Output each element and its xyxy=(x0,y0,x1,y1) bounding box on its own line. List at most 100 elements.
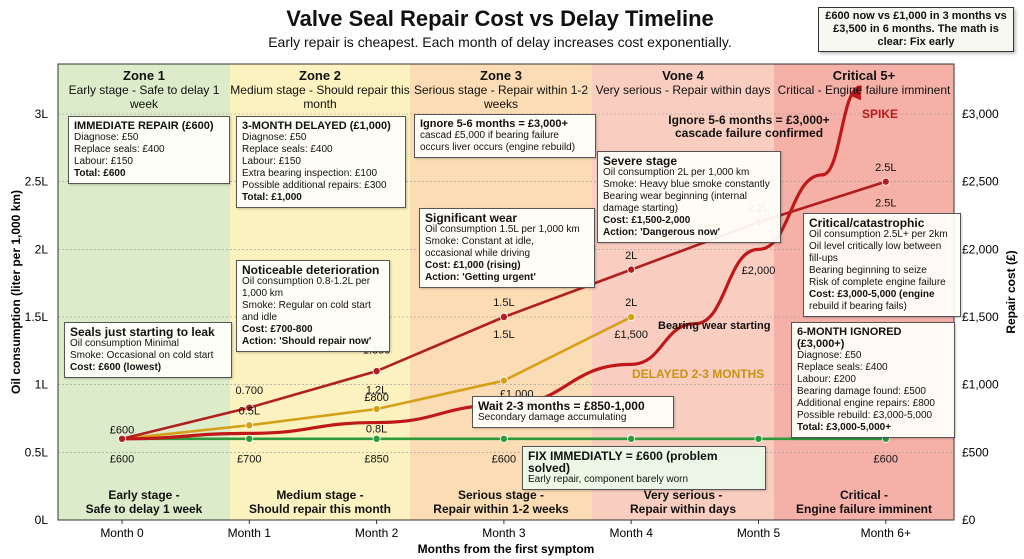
critical-title: Critical/catastrophic xyxy=(809,216,925,230)
severe-line-4: damage starting) xyxy=(603,203,679,214)
x-tick-label: Month 2 xyxy=(355,526,399,540)
critical-line-1: Oil consumption 2.5L+ per 2km xyxy=(809,229,948,240)
summary-callout: £600 now vs £1,000 in 3 months vs £3,500… xyxy=(818,7,1014,52)
delayed-3-title: 3-MONTH DELAYED (£1,000) xyxy=(242,120,391,132)
noticeable-title: Noticeable deterioration xyxy=(242,263,380,277)
noticeable-box: Noticeable deterioration Oil consumption… xyxy=(236,260,390,352)
severe-title: Severe stage xyxy=(603,154,678,168)
spike-label: SPIKE xyxy=(862,107,899,121)
x-tick-label: Month 4 xyxy=(610,526,654,540)
ignore-red-line-2: cascade failure confirmed xyxy=(674,126,824,140)
delayed-3-line-4: Extra bearing inspection: £100 xyxy=(242,168,378,179)
ignored-6-line-3: Labour: £200 xyxy=(797,374,856,385)
series-2-point xyxy=(627,265,636,274)
point-label: 0.5L xyxy=(239,405,260,417)
y-left-tick-label: 1.5L xyxy=(25,310,49,324)
significant-action: Action: 'Getting urgent' xyxy=(425,272,536,283)
significant-cost: Cost: £1,000 (rising) xyxy=(425,260,521,271)
critical-box: Critical/catastrophic Oil consumption 2.… xyxy=(803,213,961,317)
zone-1-foot-line2: Safe to delay 1 week xyxy=(85,502,203,516)
point-label: 2.5L xyxy=(875,198,896,210)
severe-stage-box: Severe stage Oil consumption 2L per 1,00… xyxy=(597,151,781,243)
wait-2-3-box: Wait 2-3 months = £850-1,000 Secondary d… xyxy=(472,396,674,428)
series-2-point xyxy=(118,434,127,443)
delayed-3-total: Total: £1,000 xyxy=(242,192,302,203)
point-label: 1.2L xyxy=(366,384,387,396)
immediate-line-3: Labour: £150 xyxy=(74,156,133,167)
series-2-point xyxy=(245,403,254,412)
y-right-tick-label: £0 xyxy=(962,513,976,527)
severe-action: Action: 'Dangerous now' xyxy=(603,227,720,238)
seals-cost: Cost: £600 (lowest) xyxy=(70,362,162,373)
critical-line-2: Oil level critically low between xyxy=(809,241,942,252)
significant-line-1: Oil consumption 1.5L per 1,000 km xyxy=(425,224,580,235)
series-2-point xyxy=(881,177,890,186)
y-right-tick-label: £3,000 xyxy=(962,107,999,121)
severe-line-3: Bearing wear beginning (internal xyxy=(603,191,747,202)
x-axis-label: Months from the first symptom xyxy=(418,542,595,556)
point-label: £600 xyxy=(110,424,134,436)
y-right-tick-label: £2,500 xyxy=(962,175,999,189)
zone-4-name: Vone 4 xyxy=(662,68,704,83)
ignored-6-line-1: Diagnose: £50 xyxy=(797,350,862,361)
zone-1-desc: Early stage - Safe to delay 1 week xyxy=(68,83,220,111)
series-0-point xyxy=(627,434,636,443)
significant-line-3: occasional while driving xyxy=(425,248,531,259)
wait-title: Wait 2-3 months = £850-1,000 xyxy=(478,399,645,413)
y-right-axis-label: Repair cost (£) xyxy=(1004,250,1018,333)
zone-3-footer: Serious stage - Repair within 1-2 weeks xyxy=(410,488,592,516)
y-left-tick-label: 2.5L xyxy=(25,175,49,189)
point-label: 0.8L xyxy=(366,424,387,436)
series-2-point xyxy=(372,367,381,376)
zone-2-foot-line1: Medium stage - xyxy=(276,488,364,502)
zone-4-foot-line2: Repair within days xyxy=(629,502,737,516)
zone-5-name: Critical 5+ xyxy=(832,68,896,83)
y-left-axis-label: Oil consumption (liter per 1,000 km) xyxy=(9,190,23,394)
zone-1-name: Zone 1 xyxy=(123,68,165,83)
point-label: 1.5L xyxy=(493,329,514,341)
series-3-line xyxy=(120,85,862,441)
point-label: £800 xyxy=(364,392,388,404)
ignored-6-title: 6-MONTH IGNORED (£3,000+) xyxy=(797,326,902,350)
bearing-label: Bearing wear starting xyxy=(658,320,771,332)
ignored-6-line-6: Possible rebuild: £3,000-5,000 xyxy=(797,410,933,421)
ignored-6-line-2: Replace seals: £400 xyxy=(797,362,888,373)
y-left-tick-label: 2L xyxy=(35,242,49,256)
point-label: £2,000 xyxy=(742,265,776,277)
point-label: £850 xyxy=(364,453,388,465)
noticeable-action: Action: 'Should repair now' xyxy=(242,336,372,347)
zone-4-band xyxy=(592,64,774,520)
zone-1-foot-line1: Early stage - xyxy=(108,488,180,502)
ignore-5-6-box: Ignore 5-6 months = £3,000+ cascad £5,00… xyxy=(414,114,596,158)
noticeable-cost: Cost: £700-800 xyxy=(242,324,313,335)
x-tick-label: Month 5 xyxy=(737,526,781,540)
significant-wear-box: Significant wear Oil consumption 1.5L pe… xyxy=(419,208,595,288)
zone-4-desc: Very serious - Repair within days xyxy=(595,83,771,97)
significant-line-2: Smoke: Constant at idle, xyxy=(425,236,534,247)
zone-2-footer: Medium stage - Should repair this month xyxy=(230,488,410,516)
x-tick-label: Month 3 xyxy=(482,526,526,540)
ignored-6-total: Total: £3,000-5,000+ xyxy=(797,422,892,433)
point-label: 0.700 xyxy=(236,385,264,397)
point-label: £600 xyxy=(110,453,134,465)
point-label: £600 xyxy=(874,453,898,465)
significant-title: Significant wear xyxy=(425,211,518,225)
noticeable-line-3: Smoke: Regular on cold start xyxy=(242,300,371,311)
y-left-tick-label: 1L xyxy=(35,378,49,392)
ignore-line-3: occurs liver occurs (engine rebuild) xyxy=(420,142,576,153)
series-0-point xyxy=(754,434,763,443)
y-right-tick-label: £1,000 xyxy=(962,378,999,392)
fix-sub: Early repair, component barely worn xyxy=(528,474,689,485)
y-right-tick-label: £2,000 xyxy=(962,242,999,256)
series-0-point xyxy=(372,434,381,443)
series-2-point xyxy=(499,312,508,321)
ignore-red-line-1: Ignore 5-6 months = £3,000+ xyxy=(668,113,830,127)
seals-leak-box: Seals just starting to leak Oil consumpt… xyxy=(64,322,232,378)
spike-arrowhead xyxy=(850,86,862,101)
y-right-tick-label: £500 xyxy=(962,445,989,459)
zone-5-desc: Critical - Engine failure imminent xyxy=(777,83,951,97)
series-1-point xyxy=(499,376,508,385)
point-label: 2L xyxy=(625,297,637,309)
seals-title: Seals just starting to leak xyxy=(70,325,215,339)
